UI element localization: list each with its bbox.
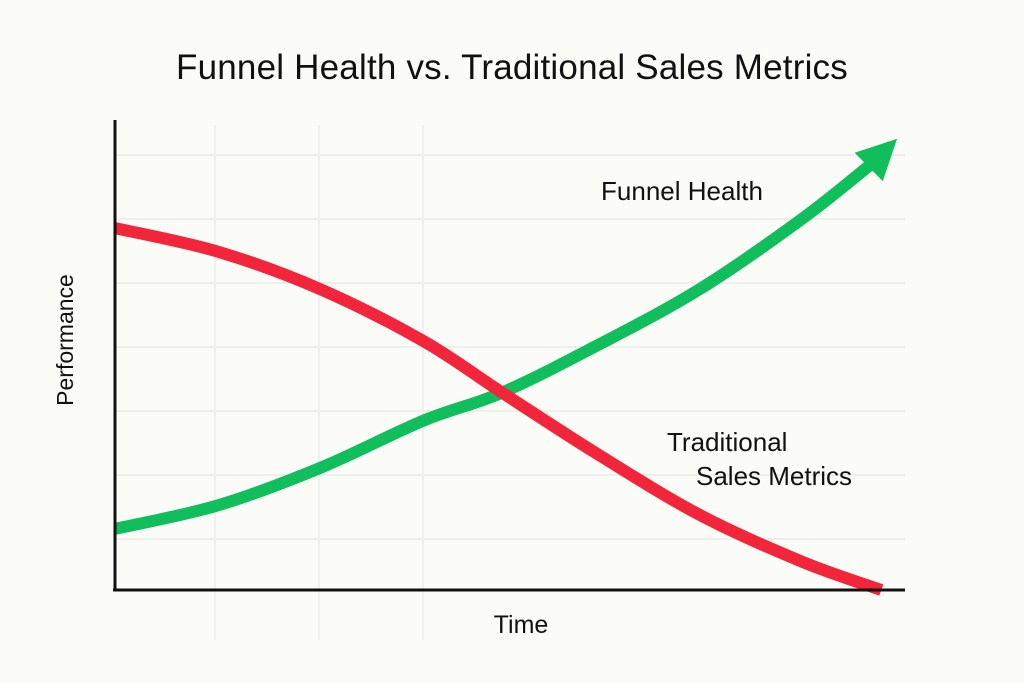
chart-title: Funnel Health vs. Traditional Sales Metr… xyxy=(176,48,848,87)
x-axis-label: Time xyxy=(494,611,549,639)
grid xyxy=(115,125,905,640)
series-label-traditional-line1: Traditional xyxy=(667,427,787,457)
series-line-traditional-sales-metrics xyxy=(113,222,884,596)
series-label-traditional-line2: Sales Metrics xyxy=(696,461,852,491)
arrowhead-icon xyxy=(854,138,898,182)
y-axis-label: Performance xyxy=(52,274,78,406)
series-label-funnel-health: Funnel Health xyxy=(601,176,763,206)
series-layer xyxy=(113,138,898,596)
